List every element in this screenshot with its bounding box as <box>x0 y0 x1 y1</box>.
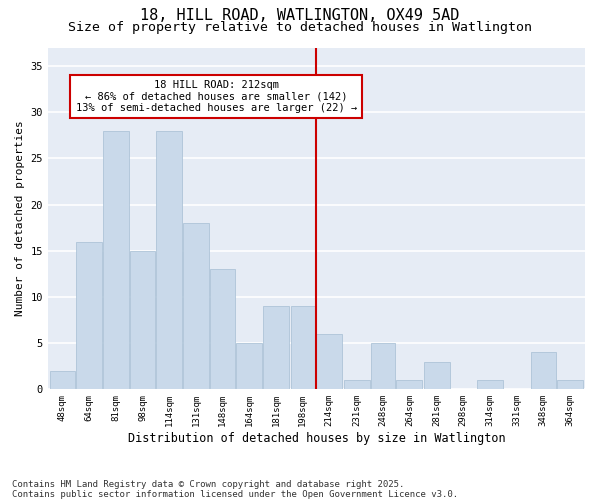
Bar <box>236 343 262 390</box>
Y-axis label: Number of detached properties: Number of detached properties <box>15 120 25 316</box>
Bar <box>50 371 74 390</box>
Bar <box>156 130 182 390</box>
Bar <box>397 380 422 390</box>
Bar <box>344 380 370 390</box>
Bar <box>371 343 395 390</box>
Bar <box>211 269 235 390</box>
Bar <box>316 334 342 390</box>
Bar <box>290 306 315 390</box>
Text: 18, HILL ROAD, WATLINGTON, OX49 5AD: 18, HILL ROAD, WATLINGTON, OX49 5AD <box>140 8 460 22</box>
Text: 18 HILL ROAD: 212sqm
← 86% of detached houses are smaller (142)
13% of semi-deta: 18 HILL ROAD: 212sqm ← 86% of detached h… <box>76 80 357 113</box>
Bar <box>130 251 155 390</box>
Bar <box>557 380 583 390</box>
Bar <box>476 380 503 390</box>
Bar <box>531 352 556 390</box>
Bar <box>263 306 289 390</box>
Text: Contains HM Land Registry data © Crown copyright and database right 2025.
Contai: Contains HM Land Registry data © Crown c… <box>12 480 458 499</box>
X-axis label: Distribution of detached houses by size in Watlington: Distribution of detached houses by size … <box>128 432 505 445</box>
Bar <box>103 130 129 390</box>
Bar <box>183 223 209 390</box>
Bar <box>76 242 102 390</box>
Text: Size of property relative to detached houses in Watlington: Size of property relative to detached ho… <box>68 21 532 34</box>
Bar <box>424 362 449 390</box>
